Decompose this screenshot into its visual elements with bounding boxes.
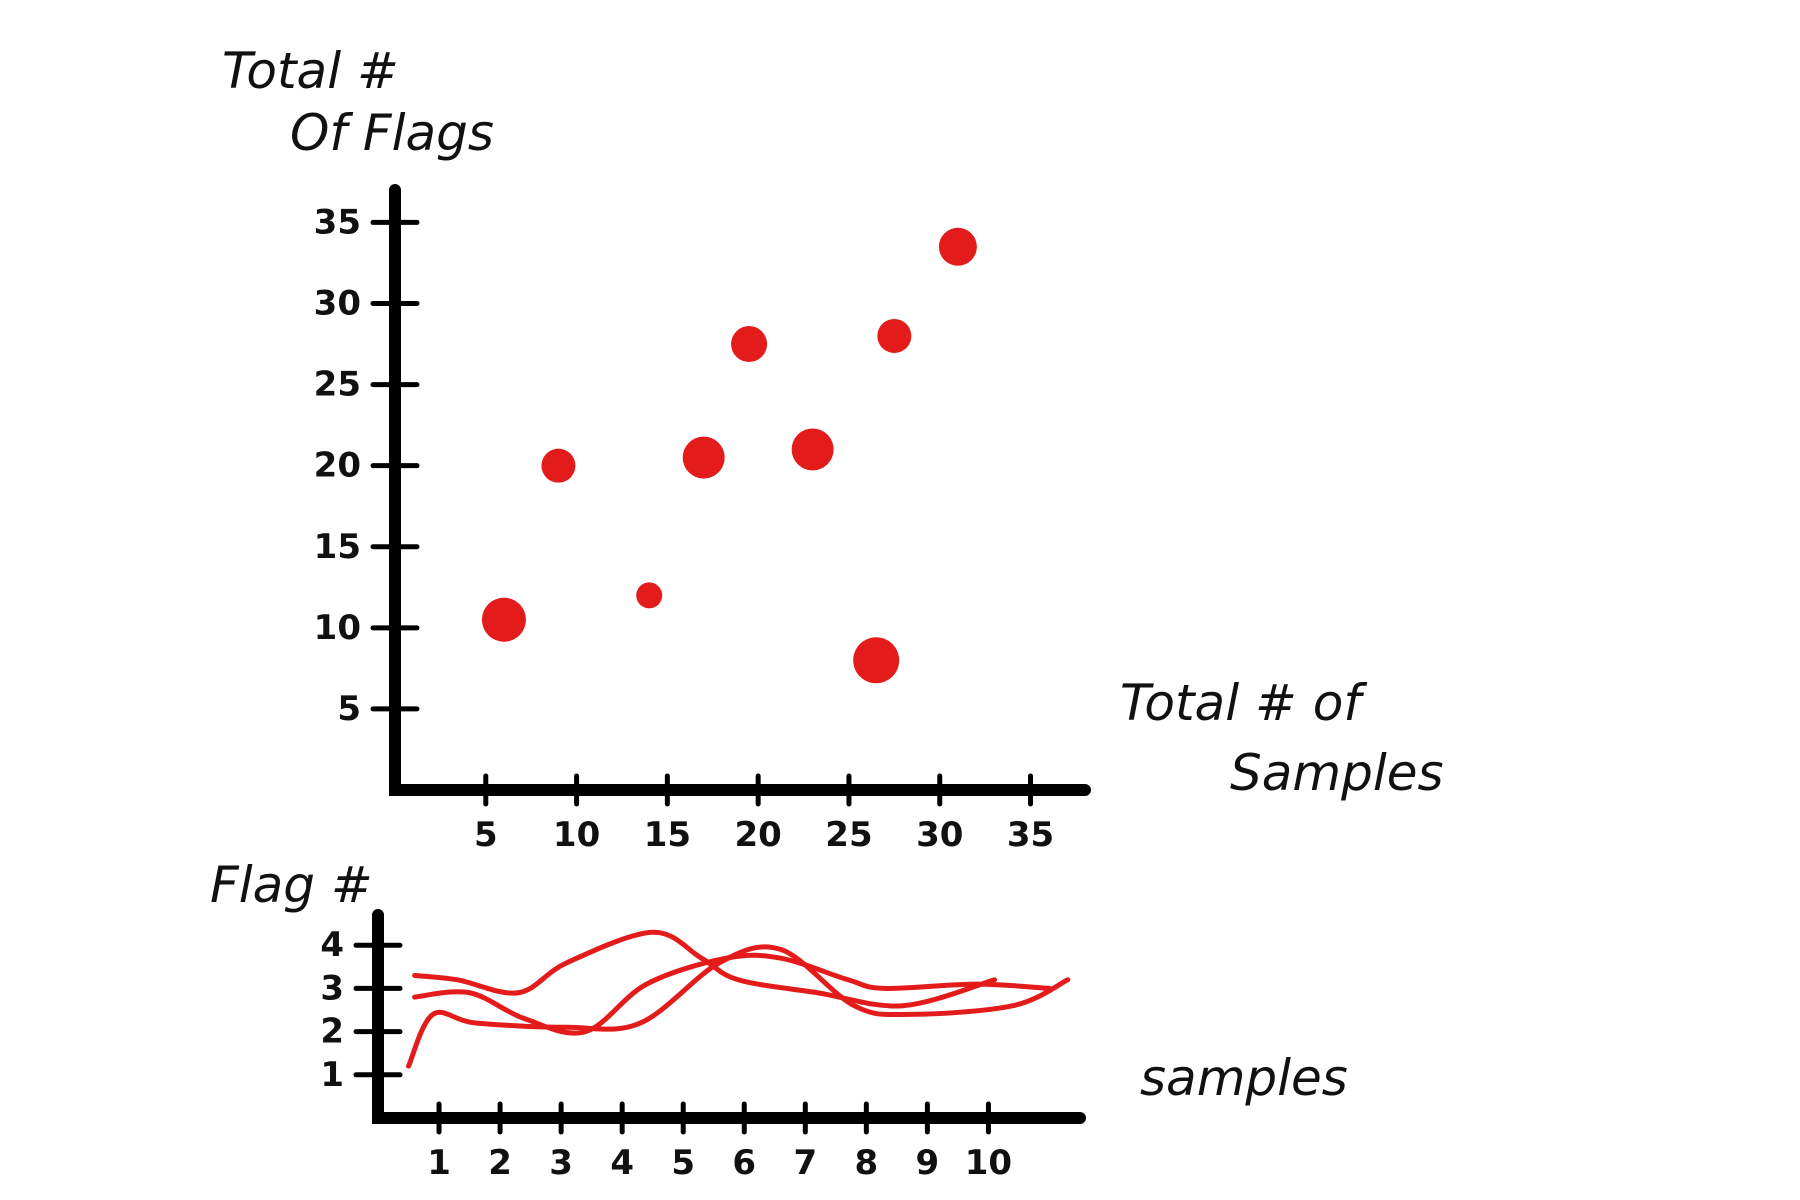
scatter-x-tick-label: 5 <box>474 815 498 855</box>
line-y-tick-label: 4 <box>320 925 344 965</box>
scatter-point <box>791 428 834 471</box>
line-xlabel: samples <box>1140 1049 1348 1107</box>
line-axis-lines <box>372 909 1086 1124</box>
scatter-xlabel-line-2: Samples <box>1230 744 1444 802</box>
scatter-x-tick-label: 35 <box>1007 815 1054 855</box>
line-x-tick-label: 4 <box>610 1143 634 1183</box>
line-x-tick-label: 1 <box>427 1143 451 1183</box>
line-series-3 <box>406 944 1071 1069</box>
scatter-y-tick-label: 30 <box>314 284 361 324</box>
scatter-y-tick-label: 35 <box>314 202 361 242</box>
scatter-point <box>481 597 526 642</box>
scatter-y-tick-label: 5 <box>337 689 361 729</box>
line-x-tick-label: 7 <box>793 1143 817 1183</box>
scatter-point <box>682 436 725 479</box>
scatter-point <box>541 448 576 483</box>
line-x-tick-label: 8 <box>855 1143 879 1183</box>
scatter-y-tick-label: 20 <box>314 446 361 486</box>
line-x-tick-label: 3 <box>549 1143 573 1183</box>
scatter-ylabel-line-2: Of Flags <box>290 104 494 162</box>
scatter-x-tick-label: 15 <box>644 815 691 855</box>
line-y-tick-label: 2 <box>320 1012 344 1052</box>
scatter-point <box>636 582 663 609</box>
scatter-axes <box>389 184 1091 796</box>
scatter-y-tick-label: 10 <box>314 608 361 648</box>
scatter-axis-lines <box>389 184 1091 796</box>
line-series-1 <box>412 929 998 1009</box>
line-x-tick-label: 2 <box>488 1143 512 1183</box>
scatter-x-tick-label: 30 <box>916 815 963 855</box>
scatter-y-tick-label: 25 <box>314 365 361 405</box>
line-ylabel: Flag # <box>210 856 373 914</box>
scatter-point <box>853 637 900 684</box>
line-x-tick-label: 9 <box>916 1143 940 1183</box>
scatter-ticks: 5 10 15 20 25 30 35 5 10 15 20 25 30 35 <box>314 202 1055 855</box>
scatter-point <box>877 318 912 353</box>
scatter-x-tick-label: 25 <box>825 815 872 855</box>
scatter-x-tick-label: 10 <box>553 815 600 855</box>
line-axes <box>372 909 1086 1124</box>
scatter-points <box>481 227 977 684</box>
scatter-point <box>731 326 768 363</box>
scatter-ylabel-line-1: Total # <box>222 42 399 100</box>
line-y-tick-label: 1 <box>320 1055 344 1095</box>
scatter-x-tick-label: 20 <box>734 815 781 855</box>
scatter-chart: Total # Of Flags Total # of Samples 5 10 1… <box>222 42 1444 855</box>
line-x-tick-label: 6 <box>732 1143 756 1183</box>
scatter-xlabel-line-1: Total # of <box>1120 674 1367 732</box>
line-y-tick-label: 3 <box>320 968 344 1008</box>
scatter-point <box>938 227 977 266</box>
scatter-y-tick-label: 15 <box>314 527 361 567</box>
line-x-tick-label: 5 <box>671 1143 695 1183</box>
line-x-tick-label: 10 <box>965 1143 1012 1183</box>
line-series <box>406 929 1071 1069</box>
